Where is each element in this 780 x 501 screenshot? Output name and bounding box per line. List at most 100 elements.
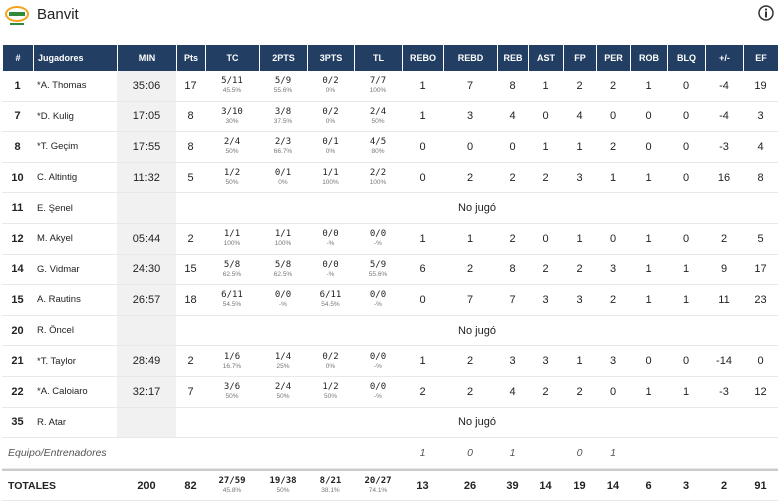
made-attempted: 3/6 <box>223 382 241 393</box>
column-header: ROB <box>630 45 667 71</box>
made-attempted: 0/0 <box>322 229 339 240</box>
percentage: 0% <box>325 362 336 370</box>
shooting-cell: 0/0 -% <box>307 224 354 255</box>
empty-cell <box>117 193 176 224</box>
stat: 0 <box>667 346 705 377</box>
header-row: # Jugadores MIN Pts TC 2PTS 3PTS TL REBO REBD REB A… <box>2 45 778 71</box>
percentage: 45.8% <box>222 487 242 495</box>
percentage: 16.7% <box>222 362 242 370</box>
percentage: 25% <box>276 362 290 370</box>
percentage: 55.6% <box>273 87 293 95</box>
minutes: 05:44 <box>117 223 176 255</box>
shooting-cell: 0/2 0% <box>307 346 354 377</box>
info-icon[interactable] <box>758 5 774 21</box>
stat: 0 <box>402 285 443 316</box>
shooting-cell: 0/2 0% <box>307 102 354 133</box>
percentage: 100% <box>274 240 292 248</box>
stat: 0 <box>402 163 443 194</box>
percentage: 54.5% <box>222 301 242 309</box>
stat: 2 <box>402 377 443 408</box>
jersey-number: 12 <box>2 224 33 255</box>
percentage: 62.5% <box>273 270 293 278</box>
percentage: 100% <box>223 240 241 248</box>
stat: 4 <box>563 102 596 133</box>
stat: -14 <box>705 346 743 377</box>
points: 15 <box>176 255 205 286</box>
team-title: Banvit <box>37 6 79 23</box>
stat: 2 <box>596 71 630 102</box>
made-attempted: 3/8 <box>274 106 292 117</box>
percentage: 50% <box>276 487 290 495</box>
empty-cell <box>117 407 176 439</box>
percentage: 100% <box>369 179 387 187</box>
player-row: 12 M. Akyel 05:44 2 1/1 100% 1/1 100% 0/0 -% 0/0 -%… <box>2 223 778 255</box>
column-header: AST <box>528 45 563 71</box>
minutes: 35:06 <box>117 71 176 102</box>
made-attempted: 7/7 <box>369 76 387 87</box>
player-name: *D. Kulig <box>33 102 117 133</box>
stat: 3 <box>528 346 563 377</box>
percentage: 50% <box>276 393 290 401</box>
player-name: E. Şenel <box>33 193 117 224</box>
jersey-number: 15 <box>2 285 33 316</box>
jersey-number: 10 <box>2 163 33 194</box>
stat: 2 <box>563 377 596 408</box>
stat: 0 <box>743 346 778 377</box>
shooting-cell: 5/9 55.6% <box>259 71 307 102</box>
minutes: 26:57 <box>117 285 176 316</box>
made-attempted: 6/11 <box>319 290 342 301</box>
stat: 2 <box>497 224 528 255</box>
shooting-cell: 6/11 54.5% <box>205 285 259 316</box>
jersey-number: 11 <box>2 193 33 224</box>
made-attempted: 5/11 <box>221 76 243 87</box>
percentage: 74.1% <box>368 487 388 495</box>
minutes: 11:32 <box>117 162 176 194</box>
empty-cell <box>743 438 778 469</box>
player-row: 7 *D. Kulig 17:05 8 3/10 30% 3/8 37.5% 0/2 0% 2/4 5… <box>2 101 778 133</box>
made-attempted: 4/5 <box>369 137 387 148</box>
percentage: 80% <box>371 148 385 156</box>
percentage: 100% <box>322 179 339 187</box>
empty-cell <box>117 438 176 469</box>
player-row: 21 *T. Taylor 28:49 2 1/6 16.7% 1/4 25% 0/2 0% 0/0… <box>2 346 778 377</box>
column-header: EF <box>743 45 778 71</box>
stat: 0 <box>667 71 705 102</box>
made-attempted: 2/4 <box>223 137 241 148</box>
made-attempted: 0/2 <box>322 76 339 87</box>
made-attempted: 1/2 <box>223 168 241 179</box>
shooting-cell: 1/2 50% <box>307 377 354 408</box>
player-row: 1 *A. Thomas 35:06 17 5/11 45.5% 5/9 55.6% 0/2 0%… <box>2 71 778 102</box>
shooting-cell: 2/4 50% <box>354 102 402 133</box>
stat: 0 <box>402 132 443 163</box>
percentage: -% <box>374 240 382 248</box>
player-row: 15 A. Rautins 26:57 18 6/11 54.5% 0/0 -% 6/11 54.… <box>2 285 778 316</box>
player-row: 8 *T. Geçim 17:55 8 2/4 50% 2/3 66.7% 0/1 0% 4/5 80… <box>2 132 778 163</box>
shooting-cell: 2/2 100% <box>354 163 402 194</box>
totals-row: TOTALES 200 82 27/59 45.8% 19/38 50% 8/21 38.1% 2… <box>2 468 778 501</box>
percentage: 45.5% <box>222 87 242 95</box>
player-name: *T. Geçim <box>33 132 117 163</box>
stat: 23 <box>743 285 778 316</box>
player-name: C. Altintig <box>33 163 117 194</box>
percentage: 54.5% <box>321 301 340 309</box>
percentage: 100% <box>369 87 387 95</box>
stat: 2 <box>497 163 528 194</box>
team-logo <box>5 6 29 25</box>
stat: 0 <box>528 224 563 255</box>
minutes: 24:30 <box>117 254 176 286</box>
player-row: 35 R. Atar No jugó <box>2 407 778 439</box>
jersey-number: 20 <box>2 316 33 347</box>
shooting-cell: 0/1 0% <box>307 132 354 163</box>
team-stat: 1 <box>596 438 630 469</box>
player-name: R. Atar <box>33 408 117 439</box>
player-row: 20 R. Öncel No jugó <box>2 315 778 347</box>
empty-cell <box>259 438 307 469</box>
column-header: 3PTS <box>307 45 354 71</box>
stat: 0 <box>667 102 705 133</box>
stat: 3 <box>497 346 528 377</box>
points: 2 <box>176 346 205 377</box>
empty-cell <box>205 438 259 469</box>
made-attempted: 2/3 <box>274 137 292 148</box>
made-attempted: 2/4 <box>274 382 292 393</box>
stat: 91 <box>743 468 778 501</box>
